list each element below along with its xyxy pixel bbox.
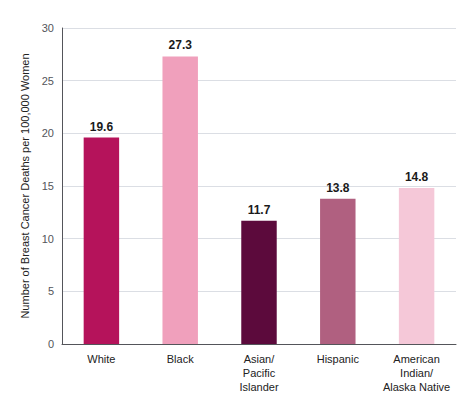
svg-text:11.7: 11.7 xyxy=(248,203,271,217)
svg-text:Asian/: Asian/ xyxy=(244,353,276,365)
svg-text:Pacific: Pacific xyxy=(243,367,276,379)
svg-text:14.8: 14.8 xyxy=(405,170,429,184)
svg-text:15: 15 xyxy=(42,180,54,192)
svg-text:Alaska Native: Alaska Native xyxy=(383,381,450,393)
svg-text:American: American xyxy=(393,353,439,365)
svg-text:27.3: 27.3 xyxy=(169,38,193,52)
svg-text:25: 25 xyxy=(42,75,54,87)
svg-text:5: 5 xyxy=(48,285,54,297)
svg-text:0: 0 xyxy=(48,338,54,350)
svg-text:19.6: 19.6 xyxy=(90,120,114,134)
svg-text:20: 20 xyxy=(42,127,54,139)
svg-text:Islander: Islander xyxy=(239,381,278,393)
svg-text:13.8: 13.8 xyxy=(326,181,350,195)
svg-text:10: 10 xyxy=(42,233,54,245)
svg-text:Indian/: Indian/ xyxy=(400,367,434,379)
svg-text:Black: Black xyxy=(167,353,194,365)
svg-text:White: White xyxy=(87,353,115,365)
svg-text:Hispanic: Hispanic xyxy=(317,353,360,365)
svg-text:Number of Breast Cancer Deaths: Number of Breast Cancer Deaths per 100,0… xyxy=(19,53,31,318)
svg-text:30: 30 xyxy=(42,22,54,34)
